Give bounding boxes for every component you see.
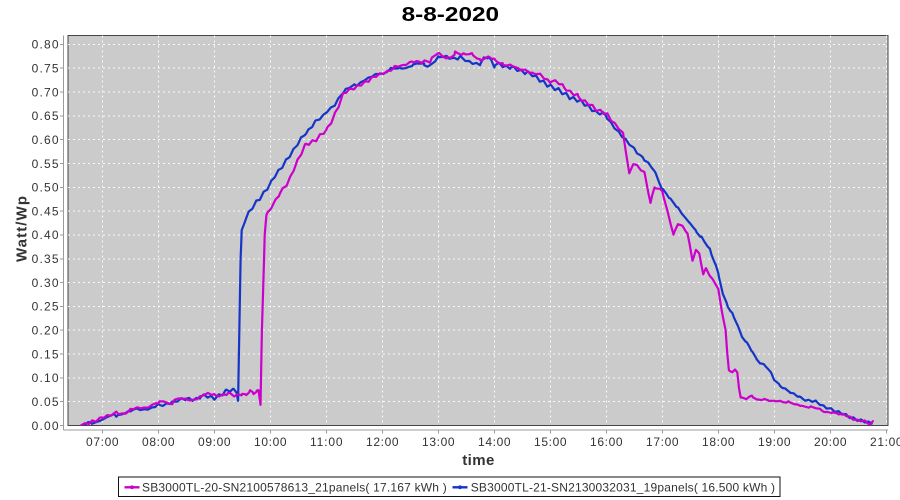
svg-text:Watt/Wp: Watt/Wp xyxy=(14,196,31,262)
svg-text:0.25: 0.25 xyxy=(32,300,59,314)
svg-text:19:00: 19:00 xyxy=(758,435,791,449)
svg-text:08:00: 08:00 xyxy=(142,435,175,449)
svg-text:0.50: 0.50 xyxy=(32,181,59,195)
svg-text:0.45: 0.45 xyxy=(32,204,59,218)
svg-text:0.30: 0.30 xyxy=(32,276,59,290)
svg-text:0.65: 0.65 xyxy=(32,109,59,123)
svg-text:13:00: 13:00 xyxy=(422,435,455,449)
svg-text:0.55: 0.55 xyxy=(32,157,59,171)
svg-text:10:00: 10:00 xyxy=(254,435,287,449)
svg-text:17:00: 17:00 xyxy=(646,435,679,449)
svg-text:0.35: 0.35 xyxy=(32,252,59,266)
svg-text:11:00: 11:00 xyxy=(310,435,343,449)
svg-text:09:00: 09:00 xyxy=(198,435,231,449)
svg-text:12:00: 12:00 xyxy=(366,435,399,449)
svg-text:0.15: 0.15 xyxy=(32,347,59,361)
svg-text:0.75: 0.75 xyxy=(32,62,59,76)
svg-text:0.70: 0.70 xyxy=(32,85,59,99)
svg-text:0.20: 0.20 xyxy=(32,324,59,338)
svg-text:20:00: 20:00 xyxy=(814,435,847,449)
svg-text:0.00: 0.00 xyxy=(32,419,59,433)
svg-text:16:00: 16:00 xyxy=(590,435,623,449)
svg-text:21:00: 21:00 xyxy=(870,435,900,449)
svg-text:SB3000TL-21-SN2130032031_19pan: SB3000TL-21-SN2130032031_19panels( 16.50… xyxy=(471,480,775,494)
svg-text:0.40: 0.40 xyxy=(32,228,59,242)
svg-text:8-8-2020: 8-8-2020 xyxy=(402,4,500,26)
svg-text:15:00: 15:00 xyxy=(534,435,567,449)
svg-text:0.60: 0.60 xyxy=(32,133,59,147)
svg-text:SB3000TL-20-SN2100578613_21pan: SB3000TL-20-SN2100578613_21panels( 17.16… xyxy=(142,480,447,494)
svg-text:0.80: 0.80 xyxy=(32,38,59,52)
svg-text:0.05: 0.05 xyxy=(32,395,59,409)
svg-text:07:00: 07:00 xyxy=(86,435,119,449)
svg-text:time: time xyxy=(462,452,494,469)
svg-text:14:00: 14:00 xyxy=(478,435,511,449)
svg-text:0.10: 0.10 xyxy=(32,371,59,385)
svg-text:18:00: 18:00 xyxy=(702,435,735,449)
